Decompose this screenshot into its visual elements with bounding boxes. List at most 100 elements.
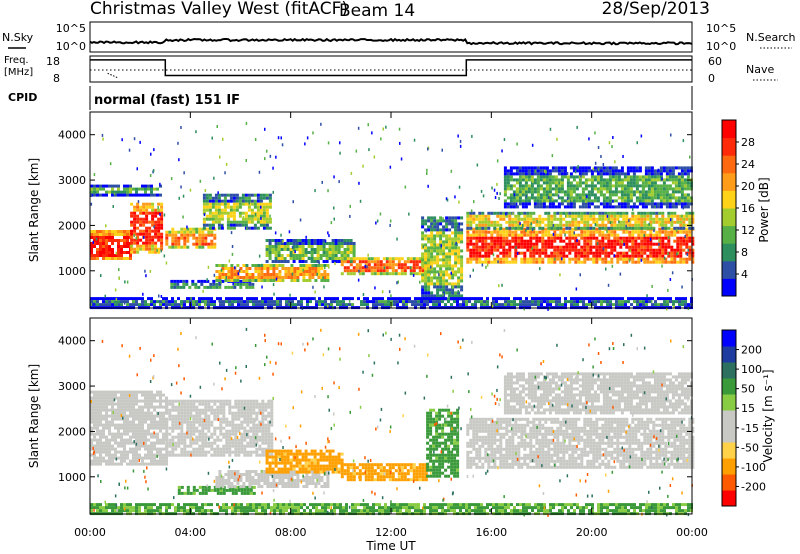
range-gate-cell: [562, 248, 566, 252]
range-gate-cell: [123, 444, 126, 448]
range-gate-cell: [521, 175, 525, 179]
range-gate-cell: [132, 423, 135, 427]
range-gate-cell: [120, 254, 123, 257]
range-gate-cell: [268, 226, 272, 230]
range-gate-cell: [96, 450, 99, 454]
range-gate-cell: [412, 260, 416, 264]
range-gate-cell: [667, 230, 671, 234]
range-gate-cell: [688, 233, 692, 237]
range-gate-cell: [528, 300, 531, 304]
range-gate-cell: [259, 211, 263, 215]
range-gate-cell: [136, 232, 140, 236]
range-gate-cell: [511, 220, 515, 224]
range-gate-cell: [99, 254, 102, 257]
range-gate-cell: [102, 447, 105, 451]
y-tick-label: 4000: [58, 129, 86, 142]
range-gate-cell: [387, 300, 390, 304]
range-gate-cell: [688, 217, 692, 221]
range-gate-cell: [596, 172, 600, 176]
range-gate-cell: [108, 462, 111, 466]
range-gate-cell: [129, 187, 132, 191]
range-gate-cell: [640, 233, 644, 237]
range-gate-cell: [541, 245, 545, 249]
scatter-echo-cell: [160, 249, 162, 253]
scatter-echo-cell: [686, 252, 689, 256]
range-gate-cell: [154, 247, 158, 251]
range-gate-cell: [605, 199, 609, 203]
range-gate-cell: [132, 393, 135, 397]
range-gate-cell: [520, 223, 524, 227]
range-gate-cell: [126, 239, 129, 242]
scatter-echo-cell: [321, 180, 323, 184]
range-gate-cell: [102, 245, 105, 248]
range-gate-cell: [570, 300, 573, 304]
range-gate-cell: [625, 230, 629, 234]
scatter-echo-cell: [513, 193, 516, 197]
range-gate-cell: [641, 181, 645, 185]
range-gate-cell: [505, 214, 509, 218]
range-gate-cell: [394, 257, 398, 261]
range-gate-cell: [126, 233, 129, 236]
range-gate-cell: [267, 303, 270, 307]
scatter-echo-cell: [206, 278, 208, 282]
range-gate-cell: [511, 233, 515, 237]
range-gate-cell: [102, 257, 105, 260]
range-gate-cell: [151, 238, 155, 242]
range-gate-cell: [568, 242, 572, 246]
range-gate-cell: [412, 257, 416, 261]
range-gate-cell: [514, 242, 518, 246]
range-gate-cell: [96, 438, 99, 442]
range-gate-cell: [123, 456, 126, 460]
range-gate-cell: [528, 303, 531, 307]
range-gate-cell: [634, 245, 638, 249]
range-gate-cell: [565, 245, 569, 249]
range-gate-cell: [688, 251, 692, 255]
range-gate-cell: [156, 187, 159, 191]
range-gate-cell: [635, 175, 639, 179]
scatter-echo-cell: [551, 197, 554, 201]
range-gate-cell: [90, 242, 93, 245]
range-gate-cell: [593, 178, 597, 182]
range-gate-cell: [160, 226, 164, 230]
freq-right-tick-bottom: 0: [708, 72, 715, 85]
range-gate-cell: [556, 226, 560, 230]
range-gate-cell: [644, 175, 648, 179]
range-gate-cell: [214, 211, 218, 215]
range-gate-cell: [520, 260, 524, 264]
scatter-echo-cell: [684, 235, 686, 238]
range-gate-cell: [593, 166, 597, 170]
range-gate-cell: [256, 202, 260, 206]
range-gate-cell: [364, 260, 368, 264]
range-gate-cell: [508, 254, 512, 258]
range-gate-cell: [610, 251, 614, 255]
range-gate-cell: [105, 257, 108, 260]
range-gate-cell: [454, 222, 458, 226]
range-gate-cell: [536, 175, 540, 179]
range-gate-cell: [460, 267, 464, 271]
range-gate-cell: [484, 226, 488, 230]
scatter-echo-cell: [178, 196, 180, 200]
range-gate-cell: [322, 248, 326, 251]
range-gate-cell: [583, 251, 587, 255]
range-gate-cell: [320, 279, 324, 282]
range-gate-cell: [145, 247, 149, 251]
range-gate-cell: [571, 257, 575, 261]
range-gate-cell: [637, 217, 641, 221]
range-gate-cell: [130, 238, 134, 242]
range-gate-cell: [511, 230, 515, 234]
scatter-echo-cell: [304, 142, 306, 146]
range-gate-cell: [436, 261, 440, 265]
range-gate-cell: [545, 181, 549, 185]
range-gate-cell: [671, 190, 675, 194]
range-gate-cell: [679, 226, 683, 230]
range-gate-cell: [215, 264, 219, 267]
range-gate-cell: [577, 223, 581, 227]
range-gate-cell: [357, 297, 360, 301]
range-gate-cell: [571, 220, 575, 224]
scatter-echo-cell: [450, 169, 453, 173]
range-gate-cell: [235, 220, 239, 224]
range-gate-cell: [673, 248, 677, 252]
range-gate-cell: [515, 181, 519, 185]
range-gate-cell: [616, 211, 620, 215]
range-gate-cell: [580, 230, 584, 234]
